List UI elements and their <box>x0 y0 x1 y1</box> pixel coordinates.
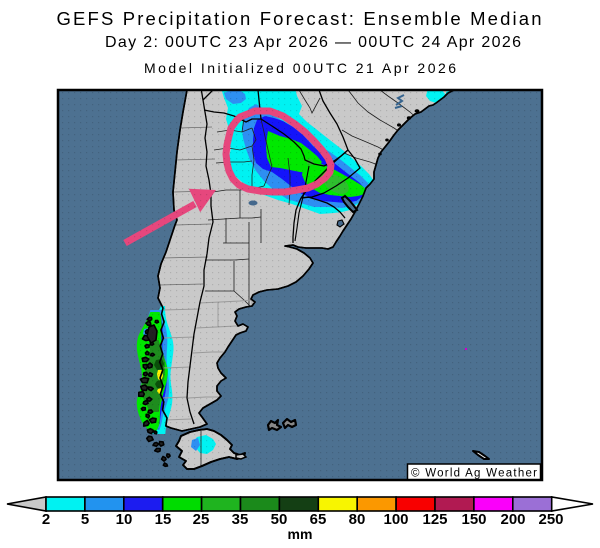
svg-text:35: 35 <box>232 511 249 528</box>
svg-text:25: 25 <box>193 511 210 528</box>
svg-text:200: 200 <box>500 511 525 528</box>
svg-text:150: 150 <box>461 511 486 528</box>
svg-text:80: 80 <box>349 511 366 528</box>
svg-text:65: 65 <box>310 511 327 528</box>
svg-text:10: 10 <box>116 511 133 528</box>
svg-text:5: 5 <box>81 511 89 528</box>
svg-text:2: 2 <box>42 511 50 528</box>
svg-text:15: 15 <box>155 511 172 528</box>
svg-text:Model Initialized 00UTC 21 Apr: Model Initialized 00UTC 21 Apr 2026 <box>144 60 456 76</box>
svg-text:100: 100 <box>383 511 408 528</box>
svg-text:GEFS Precipitation Forecast: E: GEFS Precipitation Forecast: Ensemble Me… <box>57 8 542 29</box>
svg-text:50: 50 <box>271 511 288 528</box>
svg-text:Day 2: 00UTC 23 Apr 2026 — 00U: Day 2: 00UTC 23 Apr 2026 — 00UTC 24 Apr … <box>105 34 521 51</box>
svg-text:250: 250 <box>538 511 563 528</box>
svg-text:mm: mm <box>288 526 313 542</box>
svg-text:© World Ag Weather: © World Ag Weather <box>411 468 537 480</box>
svg-text:125: 125 <box>422 511 447 528</box>
